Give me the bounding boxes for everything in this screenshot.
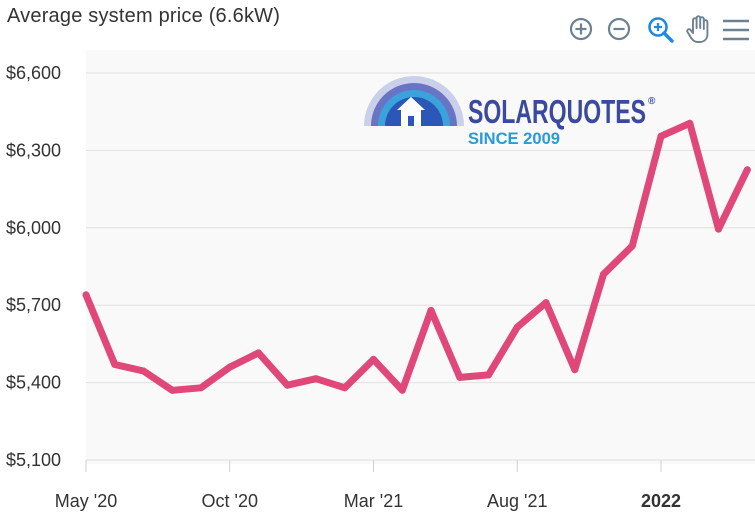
menu-button[interactable] [719, 12, 751, 46]
plus-circle-icon [569, 17, 593, 41]
zoom-in-button[interactable] [567, 12, 599, 46]
pan-button[interactable] [683, 12, 715, 46]
series-line-average-price [82, 119, 751, 394]
watermark-registered-mark: ® [648, 96, 656, 107]
y-tick-label: $5,100 [6, 450, 61, 470]
data-point-2021-08 [513, 323, 521, 331]
data-point-2020-07 [140, 367, 147, 375]
y-tick-label: $6,300 [6, 140, 61, 160]
data-point-2021-02 [341, 384, 349, 392]
x-tick-label: May '20 [55, 491, 117, 511]
data-point-2022-02 [686, 119, 694, 127]
data-point-2020-12 [283, 381, 291, 389]
data-point-2020-10 [226, 363, 234, 371]
data-point-2021-07 [485, 371, 492, 379]
data-point-2022-04 [743, 166, 751, 174]
x-tick-label: 2022 [641, 491, 681, 511]
data-point-2020-11 [255, 349, 262, 357]
minus-circle-icon [607, 17, 631, 41]
y-axis: $5,100 $5,400 $5,700 $6,000 $6,300 $6,600 [6, 63, 61, 470]
data-point-2021-05 [427, 306, 435, 314]
watermark-tagline: SINCE 2009 [468, 129, 560, 148]
x-tick-label: Oct '20 [202, 491, 258, 511]
x-tick-label: Mar '21 [344, 491, 403, 511]
chart-toolbar [565, 12, 755, 46]
data-point-2022-01 [657, 132, 665, 140]
chart-title: Average system price (6.6kW) [7, 5, 281, 27]
data-point-2021-04 [398, 386, 406, 394]
y-tick-label: $6,600 [6, 63, 61, 83]
watermark-brand: SOLARQUOTES [468, 93, 646, 130]
x-axis: May '20 Oct '20 Mar '21 Aug '21 2022 [55, 460, 681, 511]
data-point-2020-05 [82, 291, 90, 299]
magnifier-plus-icon [648, 17, 674, 43]
data-point-2021-01 [312, 375, 320, 383]
data-point-2020-06 [111, 361, 119, 368]
data-point-2020-09 [197, 384, 205, 392]
data-point-2021-10 [571, 366, 579, 374]
grid-lines [86, 72, 755, 461]
data-point-2021-06 [456, 373, 464, 381]
y-tick-label: $5,400 [6, 373, 61, 393]
selection-zoom-button[interactable] [645, 12, 677, 46]
data-point-2021-09 [542, 299, 550, 307]
hand-icon [686, 15, 709, 43]
data-point-2021-12 [628, 242, 636, 250]
y-tick-label: $5,700 [6, 295, 61, 315]
series-points [82, 119, 751, 394]
data-point-2021-11 [600, 270, 607, 278]
x-tick-label: Aug '21 [487, 491, 548, 511]
house-sun-logo-icon [364, 76, 464, 126]
hamburger-menu-icon [723, 19, 749, 41]
y-tick-label: $6,000 [6, 218, 61, 238]
data-point-2021-03 [370, 355, 377, 363]
data-point-2022-03 [715, 225, 722, 233]
solarquotes-watermark: SOLARQUOTES ® SINCE 2009 [364, 76, 656, 148]
zoom-out-button[interactable] [605, 12, 637, 46]
data-point-2020-08 [168, 386, 176, 394]
